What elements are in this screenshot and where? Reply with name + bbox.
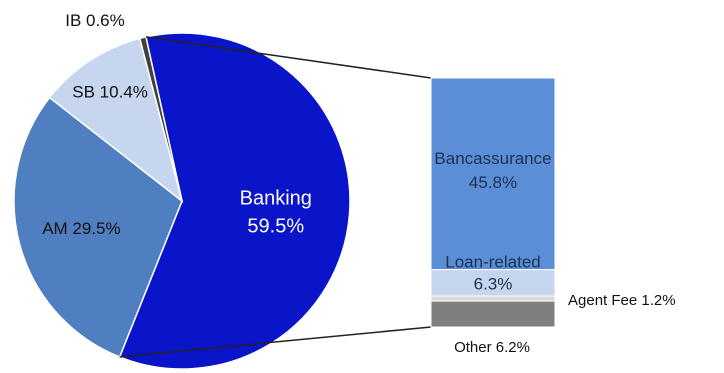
- pie-label-banking: Banking: [240, 188, 312, 210]
- bar-value-loan-related: 6.3%: [474, 275, 513, 294]
- pie-value-banking: 59.5%: [247, 216, 304, 238]
- bar-segment-loan-related: [430, 269, 556, 297]
- pie-label-ib: IB 0.6%: [65, 11, 125, 30]
- bar-label-loan-related: Loan-related: [445, 253, 540, 272]
- pie-label-am: AM 29.5%: [42, 219, 120, 238]
- connector-lines: [119, 36, 432, 358]
- bar-label-other: Other 6.2%: [454, 339, 530, 356]
- bar-segment-other: [430, 300, 556, 328]
- chart-labels: Banking 59.5% AM 29.5% SB 10.4% IB 0.6% Banca…: [42, 11, 675, 356]
- pie-label-sb: SB 10.4%: [72, 82, 148, 101]
- bar-segment-agent-fee: [430, 295, 556, 302]
- pie-slice-banking: [118, 32, 351, 370]
- connector-line-top: [145, 36, 432, 79]
- pie-slice-ib: [138, 36, 183, 202]
- pie-slice-am: [13, 96, 183, 358]
- bar-label-agent-fee: Agent Fee 1.2%: [568, 292, 676, 309]
- bar-value-bancassurance: 45.8%: [469, 173, 517, 192]
- bar-segment-bancassurance: [430, 77, 556, 271]
- stacked-bar-chart: [430, 77, 556, 328]
- pie-slice-sb: [48, 37, 184, 203]
- pie-chart: [13, 32, 351, 370]
- bar-label-bancassurance: Bancassurance: [434, 149, 551, 168]
- connector-line-bottom: [119, 326, 432, 358]
